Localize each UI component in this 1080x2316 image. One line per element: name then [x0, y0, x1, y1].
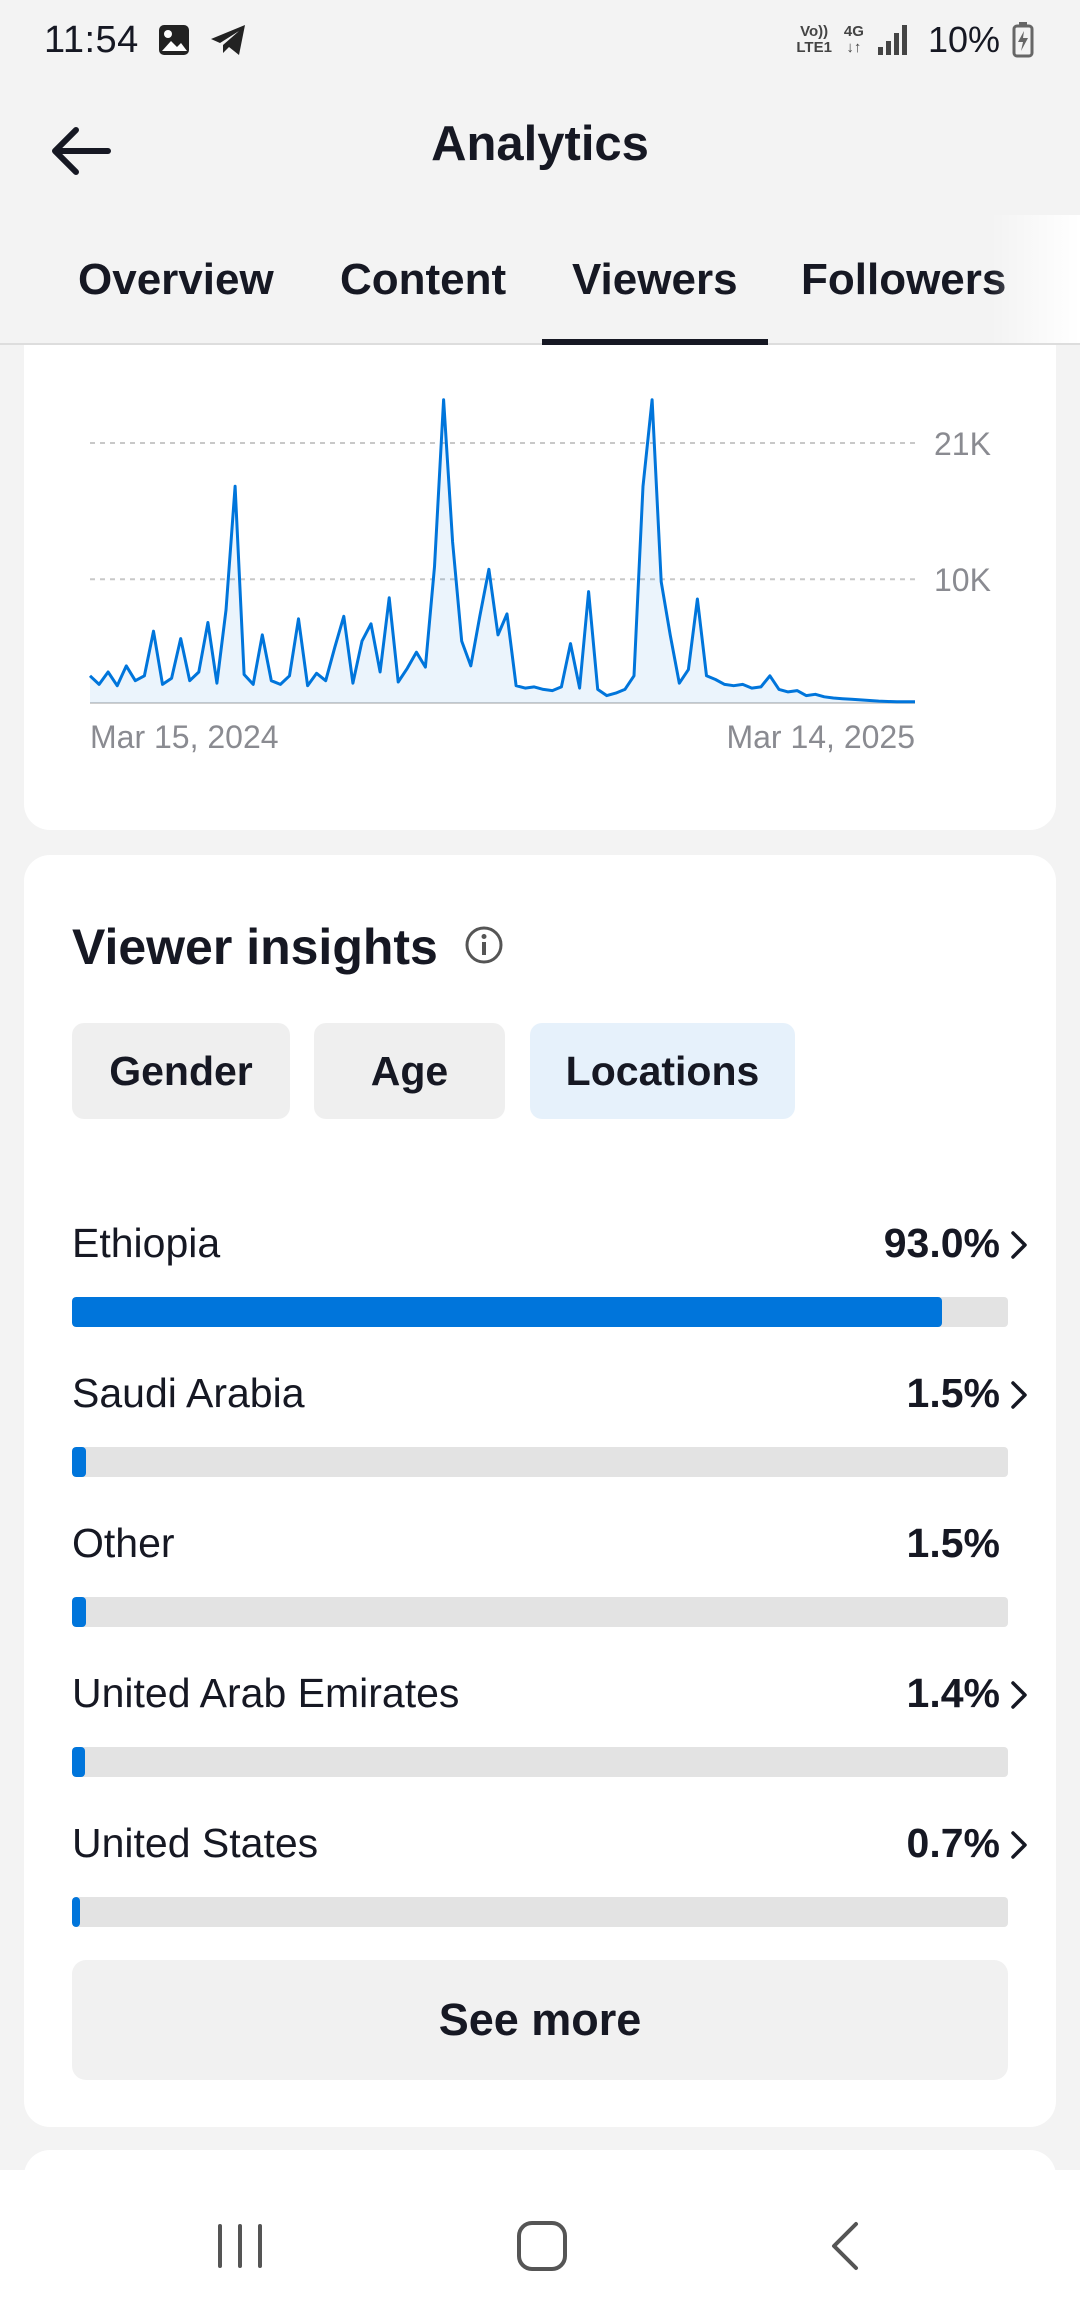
- location-row: Other 1.5%: [72, 1520, 1032, 1640]
- y-tick-label: 21K: [934, 426, 991, 462]
- location-name: Other: [72, 1520, 175, 1566]
- see-more-button[interactable]: See more: [72, 1960, 1008, 2080]
- filter-locations[interactable]: Locations: [530, 1023, 795, 1119]
- location-row[interactable]: United States 0.7%: [72, 1820, 1032, 1940]
- location-name: United States: [72, 1820, 319, 1866]
- location-bar-fill: [72, 1447, 87, 1477]
- page-title: Analytics: [431, 117, 649, 171]
- analytics-tabs: Overview Content Viewers Followers: [0, 215, 1080, 345]
- series-line: [88, 398, 915, 704]
- location-percent: 1.4%: [906, 1670, 1000, 1716]
- location-bar-fill: [72, 1297, 943, 1327]
- tab-overview[interactable]: Overview: [78, 255, 274, 304]
- battery-percent: 10%: [927, 19, 1000, 60]
- location-bar-track: [72, 1597, 1008, 1627]
- info-icon[interactable]: [464, 925, 504, 965]
- series-area: [90, 399, 915, 703]
- views-chart-card: [24, 300, 1056, 830]
- status-bar: 11:54 Vo)) LTE1 4G ↓↑ 10%: [0, 0, 1080, 80]
- battery-charging-icon: [1012, 22, 1034, 58]
- arrow-left-icon[interactable]: [46, 116, 116, 186]
- chevron-right-icon[interactable]: [1006, 1678, 1032, 1712]
- chevron-right-icon[interactable]: [1006, 1228, 1032, 1262]
- location-row[interactable]: United Arab Emirates 1.4%: [72, 1670, 1032, 1790]
- network-4g-indicator: 4G ↓↑: [843, 23, 864, 56]
- location-bar-fill: [72, 1747, 86, 1777]
- tab-followers[interactable]: Followers: [801, 255, 1007, 304]
- chevron-right-icon[interactable]: [1006, 1378, 1032, 1412]
- views-line-chart: 21K 10K Mar 15, 2024 Mar 14, 2025: [88, 398, 991, 755]
- telegram-icon: [210, 25, 245, 55]
- location-percent: 1.5%: [906, 1520, 1000, 1566]
- location-bar-fill: [72, 1597, 87, 1627]
- filter-age[interactable]: Age: [314, 1023, 505, 1119]
- location-name: United Arab Emirates: [72, 1670, 460, 1716]
- volte-indicator: Vo)) LTE1: [796, 23, 832, 56]
- location-percent: 1.5%: [906, 1370, 1000, 1416]
- home-icon[interactable]: [512, 2218, 572, 2274]
- viewer-insights-card: Viewer insights Gender Age Locations Eth…: [24, 855, 1056, 2127]
- tab-viewers[interactable]: Viewers: [542, 255, 768, 345]
- system-nav-bar: [0, 2170, 1080, 2316]
- location-percent: 0.7%: [906, 1820, 1000, 1866]
- gallery-icon: [158, 25, 189, 55]
- location-bar-track: [72, 1747, 1008, 1777]
- section-title: Viewer insights: [72, 919, 438, 975]
- filter-gender[interactable]: Gender: [72, 1023, 290, 1119]
- y-tick-label: 10K: [934, 562, 991, 598]
- back-nav-icon[interactable]: [816, 2218, 876, 2274]
- location-row[interactable]: Ethiopia 93.0%: [72, 1220, 1032, 1340]
- location-bar-fill: [72, 1897, 80, 1927]
- location-name: Ethiopia: [72, 1220, 221, 1266]
- location-bar-track: [72, 1297, 1008, 1327]
- location-percent: 93.0%: [883, 1220, 1000, 1266]
- location-row[interactable]: Saudi Arabia 1.5%: [72, 1370, 1032, 1490]
- signal-icon: [877, 25, 907, 55]
- x-tick-label-start: Mar 15, 2024: [90, 719, 279, 755]
- tab-scroll-fade: [990, 215, 1080, 343]
- location-bar-track: [72, 1897, 1008, 1927]
- location-name: Saudi Arabia: [72, 1370, 305, 1416]
- location-bar-track: [72, 1447, 1008, 1477]
- status-time: 11:54: [44, 18, 139, 61]
- chevron-right-icon[interactable]: [1006, 1828, 1032, 1862]
- tab-content[interactable]: Content: [340, 255, 507, 304]
- recent-apps-icon[interactable]: [210, 2218, 270, 2274]
- x-tick-label-end: Mar 14, 2025: [726, 719, 915, 755]
- app-bar: Analytics: [0, 80, 1080, 215]
